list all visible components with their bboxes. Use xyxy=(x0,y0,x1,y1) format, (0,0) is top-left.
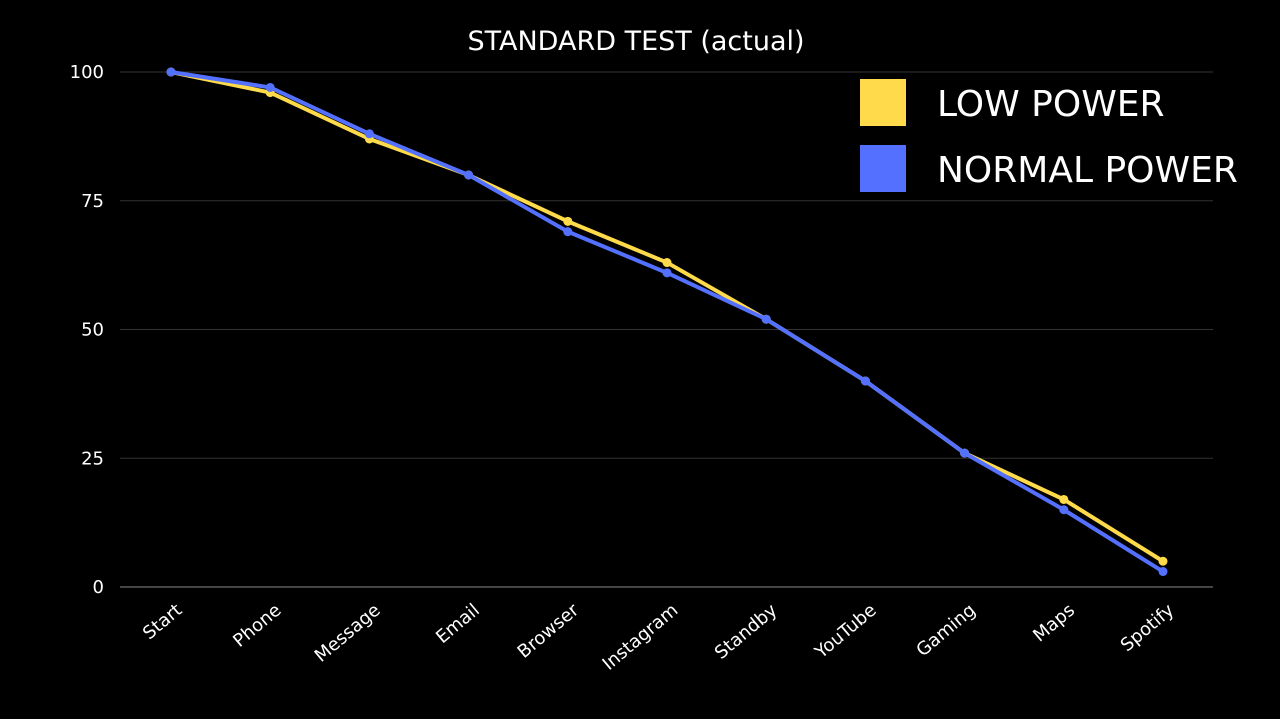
data-point xyxy=(662,268,672,278)
data-point xyxy=(1158,567,1168,577)
x-axis: Start Phone Message Email Browser Instagram St… xyxy=(139,599,1178,674)
x-tick-label: YouTube xyxy=(810,600,880,664)
data-point xyxy=(1059,505,1069,515)
x-tick-label: Start xyxy=(139,600,186,644)
data-point xyxy=(1158,556,1168,566)
series-low-power xyxy=(166,67,1168,566)
x-tick-label: Phone xyxy=(229,600,285,652)
data-point xyxy=(860,376,870,386)
series-line xyxy=(170,70,1165,563)
data-point xyxy=(166,67,176,77)
x-tick-label: Instagram xyxy=(599,600,683,675)
series-normal-power xyxy=(166,67,1168,577)
legend-item: NORMAL POWER xyxy=(860,145,1238,192)
series-lines xyxy=(166,67,1168,577)
x-tick-label: Message xyxy=(311,600,385,667)
data-point xyxy=(265,82,275,92)
gridlines xyxy=(120,71,1213,588)
x-tick-label: Browser xyxy=(514,599,584,662)
legend-item: LOW POWER xyxy=(860,79,1165,126)
data-point xyxy=(563,216,573,226)
legend-label: NORMAL POWER xyxy=(937,150,1238,191)
series-line xyxy=(170,70,1165,574)
y-axis: 0 25 50 75 100 xyxy=(70,62,104,598)
y-tick-label: 0 xyxy=(93,577,104,598)
data-point xyxy=(563,227,573,237)
x-tick-label: Email xyxy=(432,600,484,648)
legend-swatch xyxy=(860,79,906,126)
y-tick-label: 50 xyxy=(81,320,104,341)
data-point xyxy=(960,448,970,458)
x-tick-label: Standby xyxy=(711,600,782,664)
y-tick-label: 25 xyxy=(81,448,104,469)
legend: LOW POWER NORMAL POWER xyxy=(860,79,1238,192)
legend-label: LOW POWER xyxy=(937,84,1165,125)
x-tick-label: Spotify xyxy=(1117,600,1179,657)
chart-title: STANDARD TEST (actual) xyxy=(467,26,804,57)
data-point xyxy=(1059,494,1069,504)
y-tick-label: 75 xyxy=(81,191,104,212)
x-tick-label: Maps xyxy=(1029,600,1079,647)
legend-swatch xyxy=(860,145,906,192)
data-point xyxy=(761,314,771,324)
data-point xyxy=(364,129,374,139)
y-tick-label: 100 xyxy=(70,62,104,83)
data-point xyxy=(464,170,474,180)
data-point xyxy=(662,258,672,268)
x-tick-label: Gaming xyxy=(912,600,979,661)
